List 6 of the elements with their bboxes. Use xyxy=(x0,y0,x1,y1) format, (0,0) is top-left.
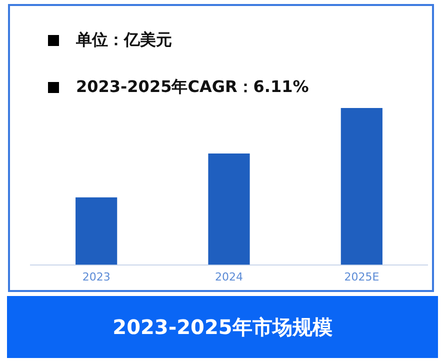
x-tick-label: 2024 xyxy=(215,270,243,284)
text: 2023-2025年CAGR：6.11% xyxy=(76,77,309,98)
text: 2023-2025年市场规模 xyxy=(112,314,332,340)
x-tick-label: 2023 xyxy=(82,270,110,284)
x-tick-label: 2025E xyxy=(344,270,380,284)
text: 单位：亿美元 xyxy=(76,30,172,51)
